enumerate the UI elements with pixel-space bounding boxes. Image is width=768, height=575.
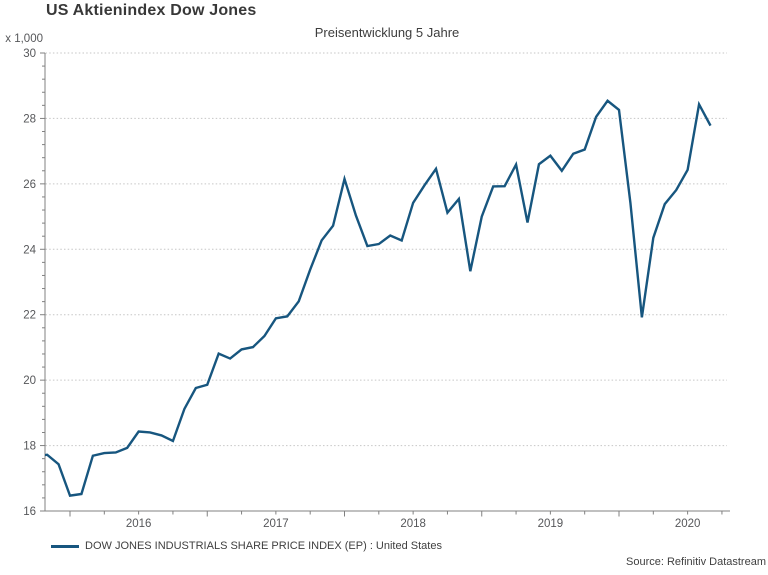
legend-series-label: DOW JONES INDUSTRIALS SHARE PRICE INDEX …: [85, 540, 442, 552]
source-attribution: Source: Refinitiv Datastream: [626, 556, 766, 568]
legend: DOW JONES INDUSTRIALS SHARE PRICE INDEX …: [51, 540, 442, 552]
x-tick-label: 2018: [400, 518, 426, 530]
y-tick-label: 18: [23, 441, 36, 453]
y-tick-label: 16: [23, 506, 36, 518]
chart-title: US Aktienindex Dow Jones: [46, 2, 257, 19]
y-tick-label: 20: [23, 375, 36, 387]
legend-line-swatch: [51, 544, 79, 548]
y-tick-label: 24: [23, 244, 36, 256]
x-tick-label: 2020: [675, 518, 701, 530]
y-tick-label: 26: [23, 179, 36, 191]
y-tick-label: 30: [23, 48, 36, 60]
x-tick-label: 2016: [126, 518, 152, 530]
x-tick-label: 2019: [538, 518, 564, 530]
y-tick-label: 28: [23, 113, 36, 125]
chart-subtitle: Preisentwicklung 5 Jahre: [314, 25, 460, 40]
price-line-series: [45, 99, 712, 497]
y-tick-label: 22: [23, 310, 36, 322]
x-tick-label: 2017: [263, 518, 289, 530]
y-axis-unit-label: x 1,000: [5, 33, 43, 45]
